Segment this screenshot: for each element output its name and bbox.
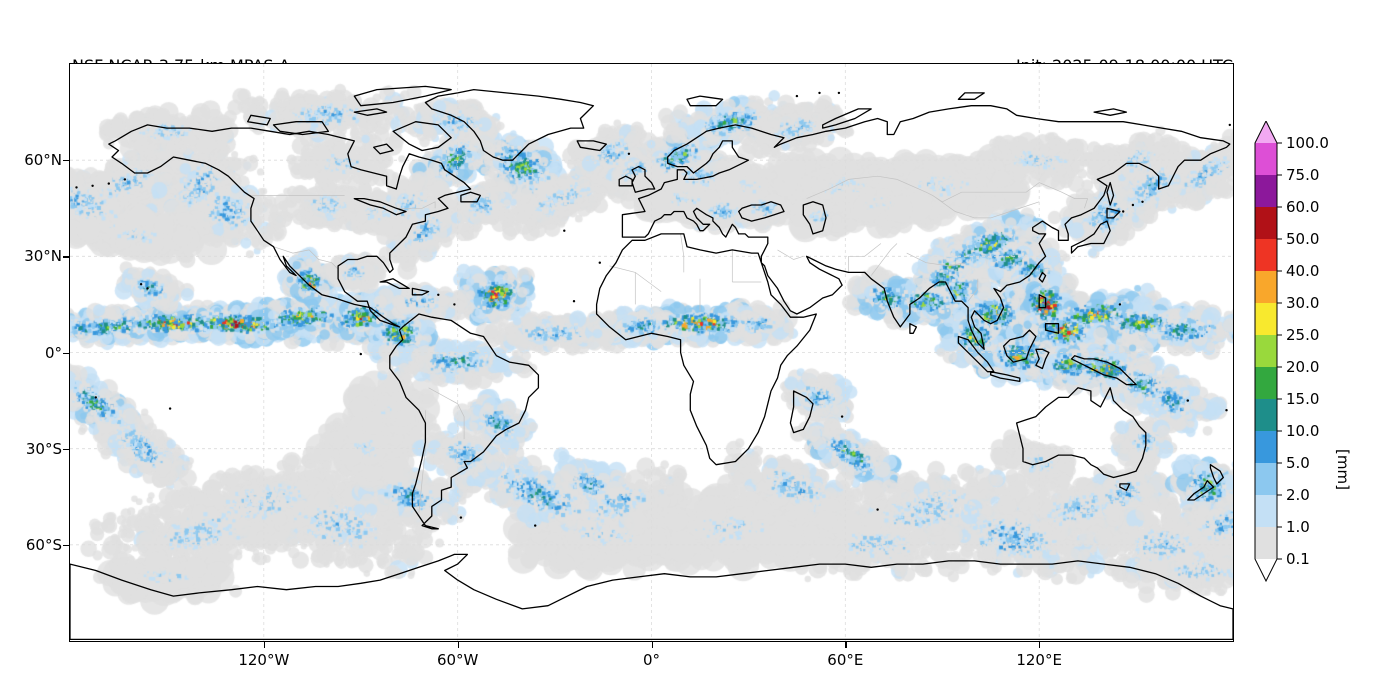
- coastlines-layer: [70, 64, 1233, 641]
- coastlines: [70, 85, 1233, 641]
- country-borders: [247, 175, 1089, 513]
- x-axis-tick-mark: [651, 641, 653, 648]
- colorbar-tick-label: 40.0: [1286, 262, 1320, 280]
- small-island-marker: [1141, 200, 1144, 203]
- small-island-marker: [1228, 123, 1232, 127]
- colorbar-tick-label: 30.0: [1286, 294, 1320, 312]
- x-axis-tick-mark: [263, 641, 266, 648]
- colorbar-segment: [1255, 143, 1277, 175]
- small-island-marker: [563, 229, 566, 232]
- small-island-marker: [840, 415, 844, 418]
- small-island-marker: [107, 182, 110, 185]
- y-axis-tick-label: 30°S: [25, 439, 62, 458]
- small-island-marker: [123, 178, 127, 181]
- y-axis-tick-mark: [63, 544, 70, 547]
- x-axis-tick-mark: [845, 641, 847, 648]
- small-island-marker: [1186, 399, 1190, 402]
- small-island-marker: [453, 303, 456, 306]
- x-axis-tick-label: 60°W: [436, 651, 479, 669]
- colorbar-segment: [1255, 271, 1277, 303]
- x-axis-tick-mark: [1039, 641, 1041, 648]
- colorbar: [mm] 100.0 75.0 60.0 50.0 40.0 30.0 25.0 20.0 15…: [1252, 119, 1378, 591]
- colorbar-tick-label: 75.0: [1286, 166, 1320, 184]
- map-plot: [69, 63, 1234, 642]
- colorbar-arrow: [1255, 121, 1277, 143]
- colorbar-tick-label: 1.0: [1286, 518, 1310, 536]
- y-axis-tick-mark: [63, 256, 70, 258]
- colorbar-segment: [1255, 207, 1277, 239]
- x-axis-tick-label: 60°E: [827, 651, 864, 669]
- small-island-marker: [94, 396, 97, 399]
- small-island-marker: [1122, 210, 1125, 213]
- small-island-marker: [91, 184, 94, 187]
- colorbar-scale: [1254, 119, 1282, 583]
- colorbar-tick-label: 0.1: [1286, 550, 1310, 568]
- graticule-lines: [70, 64, 1233, 641]
- small-island-marker: [1131, 203, 1135, 207]
- colorbar-unit-label: [mm]: [1334, 449, 1352, 490]
- colorbar-tick-label: 5.0: [1286, 454, 1310, 472]
- y-axis-tick-label: 60°N: [24, 151, 62, 170]
- colorbar-arrow: [1255, 559, 1277, 581]
- y-axis-tick-label: 0°: [44, 343, 62, 362]
- small-island-marker: [437, 293, 440, 296]
- colorbar-tick-label: 15.0: [1286, 390, 1320, 408]
- colorbar-segment: [1255, 239, 1277, 271]
- y-axis-tick-mark: [63, 352, 70, 354]
- small-island-marker: [572, 300, 576, 303]
- colorbar-segment: [1255, 367, 1277, 399]
- small-island-marker: [534, 524, 537, 527]
- small-island-marker: [627, 152, 631, 155]
- colorbar-tick-label: 60.0: [1286, 198, 1320, 216]
- y-axis-tick-mark: [63, 160, 70, 162]
- small-island-marker: [168, 407, 172, 410]
- small-island-marker: [139, 283, 143, 286]
- small-island-marker: [837, 91, 841, 95]
- small-island-marker: [146, 287, 149, 290]
- small-island-marker: [876, 508, 879, 511]
- small-island-marker: [1118, 303, 1122, 306]
- y-axis-tick-label: 60°S: [25, 535, 62, 554]
- colorbar-segment: [1255, 463, 1277, 495]
- colorbar-tick-label: 20.0: [1286, 358, 1320, 376]
- colorbar-tick-label: 50.0: [1286, 230, 1320, 248]
- y-axis-tick-mark: [63, 448, 70, 450]
- small-island-marker: [1225, 409, 1228, 412]
- colorbar-segment: [1255, 303, 1277, 335]
- small-island-marker: [359, 352, 362, 356]
- x-axis-tick-label: 120°E: [1016, 651, 1062, 669]
- colorbar-segment: [1255, 175, 1277, 207]
- colorbar-tick-label: 10.0: [1286, 422, 1320, 440]
- y-axis-tick-label: 30°N: [24, 247, 62, 266]
- x-axis-tick-label: 120°W: [238, 651, 290, 669]
- colorbar-segment: [1255, 335, 1277, 367]
- colorbar-segment: [1255, 431, 1277, 463]
- small-island-marker: [75, 186, 78, 189]
- small-island-marker: [598, 261, 601, 264]
- x-axis-tick-label: 0°: [642, 651, 661, 669]
- colorbar-tick-label: 25.0: [1286, 326, 1320, 344]
- colorbar-segment: [1255, 527, 1277, 559]
- small-island-marker: [818, 91, 821, 95]
- small-island-marker: [795, 94, 799, 98]
- small-island-marker: [459, 516, 463, 519]
- colorbar-tick-label: 100.0: [1286, 134, 1329, 152]
- colorbar-segment: [1255, 495, 1277, 527]
- x-axis-tick-mark: [457, 641, 459, 648]
- colorbar-segment: [1255, 399, 1277, 431]
- colorbar-tick-label: 2.0: [1286, 486, 1310, 504]
